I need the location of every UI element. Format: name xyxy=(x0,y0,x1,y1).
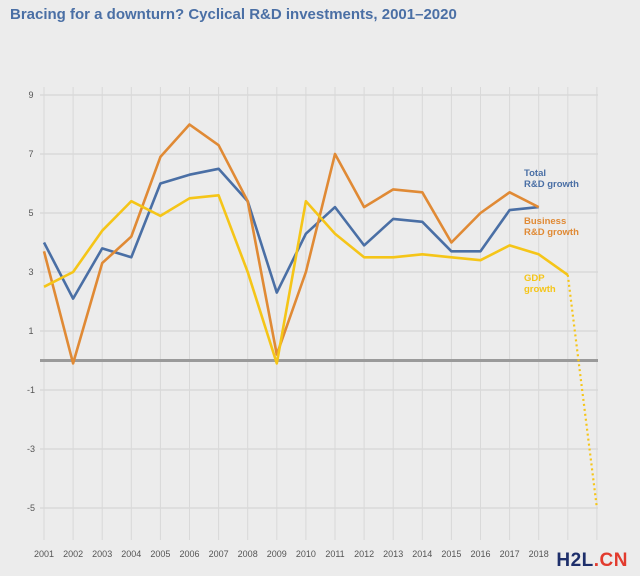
x-tick-label: 2012 xyxy=(354,549,374,559)
watermark-accent: .CN xyxy=(593,550,628,571)
x-tick-label: 2008 xyxy=(238,549,258,559)
x-tick-label: 2001 xyxy=(34,549,54,559)
grid-lines xyxy=(40,87,598,540)
series-label-line: GDP xyxy=(524,273,545,284)
x-tick-label: 2017 xyxy=(500,549,520,559)
series-label-line: Total xyxy=(524,168,546,179)
series-label: GDP growth xyxy=(524,273,556,295)
y-tick-label: 9 xyxy=(28,90,33,100)
y-tick-label: 5 xyxy=(28,208,33,218)
series-lines xyxy=(42,123,598,509)
series-label-line: Business xyxy=(524,216,566,227)
series-label: Total R&D growth xyxy=(524,168,579,190)
x-tick-label: 2007 xyxy=(209,549,229,559)
series-label-line: growth xyxy=(524,284,556,295)
series-line xyxy=(42,167,539,300)
series-label: Business R&D growth xyxy=(524,216,579,238)
y-tick-label: 3 xyxy=(28,267,33,277)
x-tick-label: 2018 xyxy=(529,549,549,559)
x-tick-label: 2002 xyxy=(63,549,83,559)
y-tick-label: -3 xyxy=(27,444,35,454)
x-tick-label: 2003 xyxy=(92,549,112,559)
x-tick-label: 2013 xyxy=(383,549,403,559)
y-tick-label: -1 xyxy=(27,385,35,395)
x-tick-label: 2014 xyxy=(412,549,432,559)
watermark-logo: H2L.CN xyxy=(556,550,628,572)
axes: 9 7 5 3 1 -1 -3 -5 2001 2002 2003 2004 2005 2006 2007 2… xyxy=(27,90,598,559)
x-tick-label: 2016 xyxy=(470,549,490,559)
x-tick-label: 2010 xyxy=(296,549,316,559)
x-tick-label: 2011 xyxy=(325,549,344,559)
x-tick-label: 2005 xyxy=(150,549,170,559)
y-tick-label: -5 xyxy=(27,503,35,513)
x-tick-label: 2009 xyxy=(267,549,287,559)
watermark-text: H2L xyxy=(556,550,594,571)
series-label-line: R&D growth xyxy=(524,227,579,238)
chart-title: Bracing for a downturn? Cyclical R&D inv… xyxy=(10,6,457,23)
x-tick-label: 2004 xyxy=(121,549,141,559)
x-tick-label: 2015 xyxy=(441,549,461,559)
series-line xyxy=(42,123,540,365)
series-projection-line xyxy=(566,274,598,509)
x-tick-label: 2006 xyxy=(179,549,199,559)
series-label-line: R&D growth xyxy=(524,179,579,190)
y-tick-label: 7 xyxy=(28,149,33,159)
y-tick-label: 1 xyxy=(28,326,33,336)
